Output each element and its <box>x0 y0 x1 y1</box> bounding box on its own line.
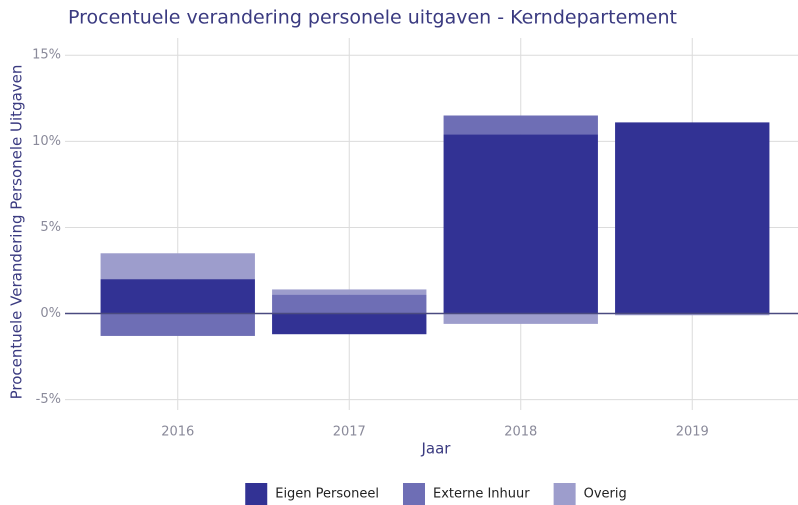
y-tick-label: 0% <box>40 306 61 321</box>
legend-label: Eigen Personeel <box>275 487 379 502</box>
x-tick-label: 2017 <box>333 425 366 440</box>
x-tick-label: 2019 <box>676 425 709 440</box>
legend-label: Overig <box>584 487 627 502</box>
bar-segment <box>615 313 770 316</box>
y-tick-label: 15% <box>32 48 61 63</box>
x-tick-label: 2018 <box>504 425 537 440</box>
y-tick-label: 10% <box>32 134 61 149</box>
x-tick-label: 2016 <box>161 425 194 440</box>
bar-segment <box>443 134 598 314</box>
bar-segment <box>100 313 255 336</box>
y-axis-label: Procentuele Verandering Personele Uitgav… <box>8 65 26 400</box>
bar-segment <box>100 279 255 314</box>
bar-segment <box>272 289 427 295</box>
chart-title: Procentuele verandering personele uitgav… <box>68 7 677 29</box>
bar-segment <box>100 253 255 280</box>
bar-segment <box>443 313 598 324</box>
bar-segment <box>615 122 770 314</box>
legend-swatch <box>245 483 268 505</box>
legend-swatch <box>553 483 576 505</box>
bar-segment <box>443 115 598 135</box>
legend-label: Externe Inhuur <box>433 487 530 502</box>
legend-swatch <box>402 483 425 505</box>
y-tick-label: -5% <box>36 392 61 407</box>
y-tick-label: 5% <box>40 220 61 235</box>
bar-segment <box>272 313 427 335</box>
bar-segment <box>272 294 427 314</box>
x-axis-label: Jaar <box>421 440 452 458</box>
